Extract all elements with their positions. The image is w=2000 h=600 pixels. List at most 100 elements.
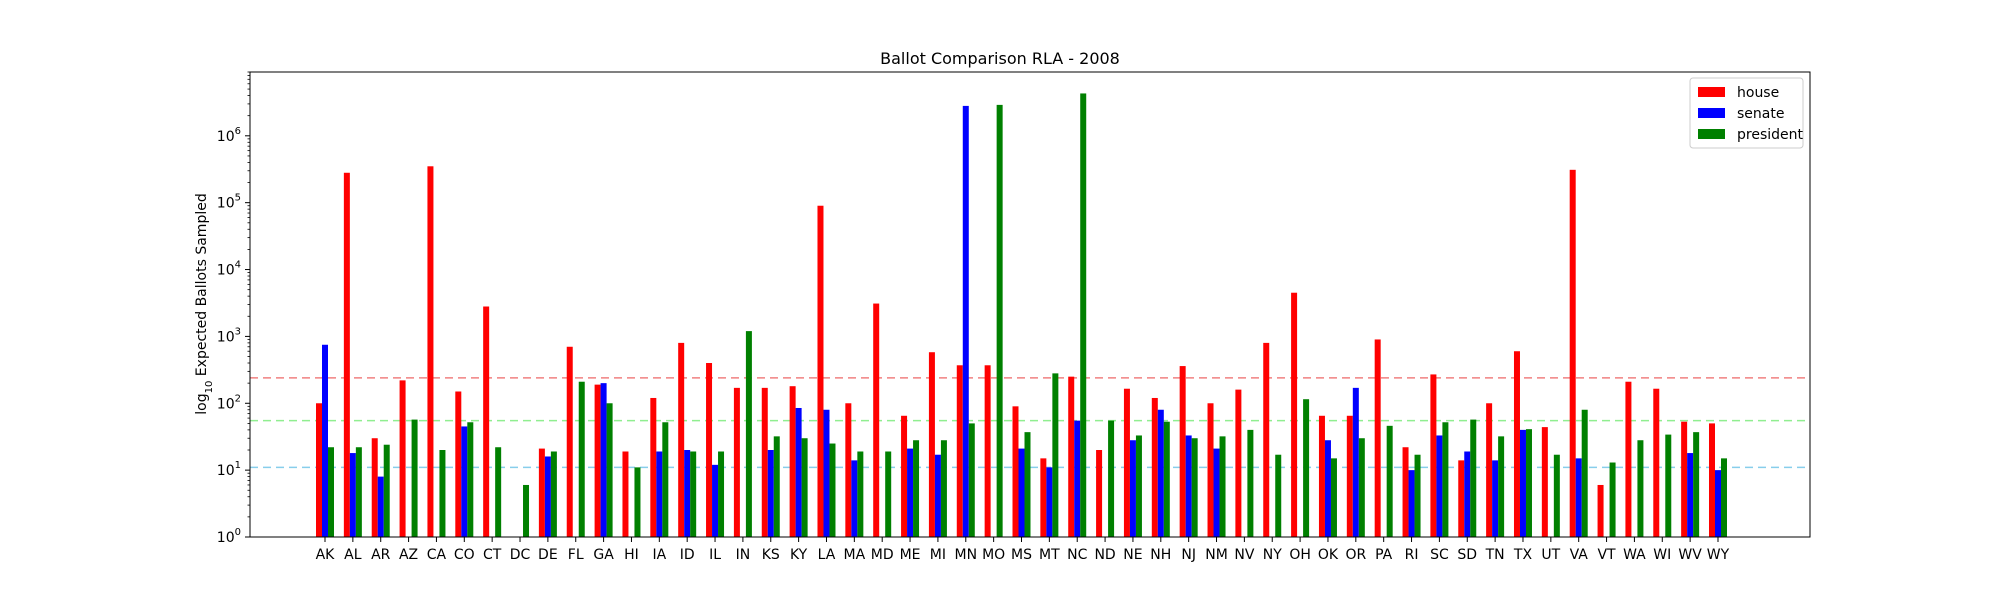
x-tick-label: IN: [736, 547, 751, 563]
x-tick-label: ME: [900, 547, 921, 563]
bar-president-HI: [634, 467, 641, 537]
legend-swatch-senate: [1698, 108, 1725, 118]
x-tick-label: OR: [1345, 547, 1366, 563]
bar-president-TN: [1498, 436, 1505, 537]
bar-president-PA: [1386, 425, 1393, 537]
y-axis: 100 101 102 103 104 105 106: [217, 71, 250, 546]
bar-house-MT: [1040, 458, 1047, 537]
legend-label-president: president: [1737, 127, 1804, 143]
x-tick-label: UT: [1541, 547, 1560, 563]
bar-senate-VA: [1575, 458, 1582, 537]
bar-senate-TX: [1519, 429, 1526, 537]
y-tick-label: 100: [217, 527, 241, 546]
y-axis-title-text: Expected Ballots Sampled: [194, 193, 210, 380]
x-tick-label: WY: [1707, 547, 1730, 563]
bar-house-NC: [1068, 376, 1075, 537]
bar-senate-DE: [544, 456, 551, 537]
x-tick-label: FL: [568, 547, 584, 563]
x-tick-label: IL: [709, 547, 721, 563]
x-tick-label: CA: [427, 547, 447, 563]
x-tick-label: NJ: [1181, 547, 1196, 563]
bar-house-WA: [1625, 381, 1632, 537]
y-axis-title: log10 Expected Ballots Sampled: [194, 193, 215, 414]
bar-senate-MI: [934, 454, 941, 537]
bar-house-UT: [1541, 427, 1548, 537]
bar-president-CA: [439, 450, 446, 537]
x-tick-label: NM: [1205, 547, 1228, 563]
bar-president-MA: [857, 451, 864, 537]
bar-president-NJ: [1191, 438, 1198, 537]
bar-senate-NJ: [1185, 435, 1192, 537]
bar-senate-OK: [1324, 440, 1331, 537]
bar-president-IN: [745, 331, 752, 537]
bar-president-LA: [829, 443, 836, 537]
bar-house-OR: [1346, 415, 1353, 537]
bar-senate-AR: [377, 476, 384, 537]
bar-house-RI: [1402, 447, 1409, 537]
bar-president-GA: [606, 403, 613, 537]
bar-house-IN: [733, 387, 740, 537]
bar-senate-OR: [1352, 387, 1359, 537]
bar-house-PA: [1374, 339, 1381, 537]
bar-president-KY: [801, 438, 808, 537]
x-tick-label: IA: [652, 547, 666, 563]
bar-president-NV: [1247, 429, 1254, 537]
x-tick-label: NH: [1150, 547, 1171, 563]
bar-house-MN: [956, 365, 963, 537]
legend: house senate president: [1689, 77, 1804, 149]
bar-senate-MN: [962, 105, 969, 537]
bar-president-MS: [1024, 432, 1031, 537]
bar-president-UT: [1553, 454, 1560, 537]
x-tick-label: AK: [316, 547, 336, 563]
bar-president-CO: [467, 422, 474, 537]
bar-senate-NH: [1157, 409, 1164, 537]
bar-senate-LA: [823, 409, 830, 537]
bar-senate-NC: [1074, 420, 1081, 537]
bar-president-OH: [1303, 399, 1310, 537]
x-tick-label: NY: [1263, 547, 1282, 563]
bar-house-MD: [873, 303, 880, 537]
x-tick-label: VA: [1570, 547, 1589, 563]
bar-house-TX: [1513, 351, 1520, 537]
bar-senate-KS: [767, 450, 774, 537]
x-tick-label: OK: [1318, 547, 1339, 563]
bar-president-DC: [523, 484, 530, 537]
bar-house-FL: [566, 346, 573, 537]
x-tick-label: HI: [624, 547, 639, 563]
bar-house-ME: [901, 415, 908, 537]
x-tick-label: MO: [982, 547, 1005, 563]
x-tick-label: LA: [818, 547, 836, 563]
bar-senate-MS: [1018, 448, 1025, 537]
bar-president-ND: [1108, 420, 1115, 537]
bar-house-NJ: [1179, 366, 1186, 537]
x-tick-label: TX: [1513, 547, 1533, 563]
bar-president-SC: [1442, 422, 1449, 537]
bar-house-ND: [1096, 450, 1103, 537]
x-tick-label: OH: [1289, 547, 1311, 563]
bar-house-VT: [1597, 484, 1604, 537]
x-tick-label: SD: [1457, 547, 1477, 563]
bar-president-CT: [495, 447, 502, 537]
bar-president-NC: [1080, 93, 1087, 538]
bar-president-ME: [913, 440, 920, 537]
bar-house-MO: [984, 365, 991, 537]
y-tick-label: 102: [217, 393, 241, 412]
bar-senate-NE: [1129, 440, 1136, 537]
bar-house-SC: [1430, 374, 1437, 537]
bar-house-OH: [1291, 292, 1298, 537]
bar-house-WI: [1653, 388, 1660, 537]
bar-senate-WV: [1687, 453, 1694, 537]
bar-president-IL: [718, 451, 725, 537]
bar-senate-IA: [656, 451, 663, 537]
bar-president-MT: [1052, 373, 1059, 537]
x-tick-label: WA: [1623, 547, 1646, 563]
bar-house-AZ: [399, 380, 406, 537]
bar-house-SD: [1458, 460, 1465, 537]
bar-house-ID: [678, 342, 685, 537]
x-tick-label: NC: [1067, 547, 1087, 563]
bar-president-NY: [1275, 454, 1282, 537]
bar-president-TX: [1525, 429, 1532, 537]
bar-house-NM: [1207, 403, 1214, 537]
